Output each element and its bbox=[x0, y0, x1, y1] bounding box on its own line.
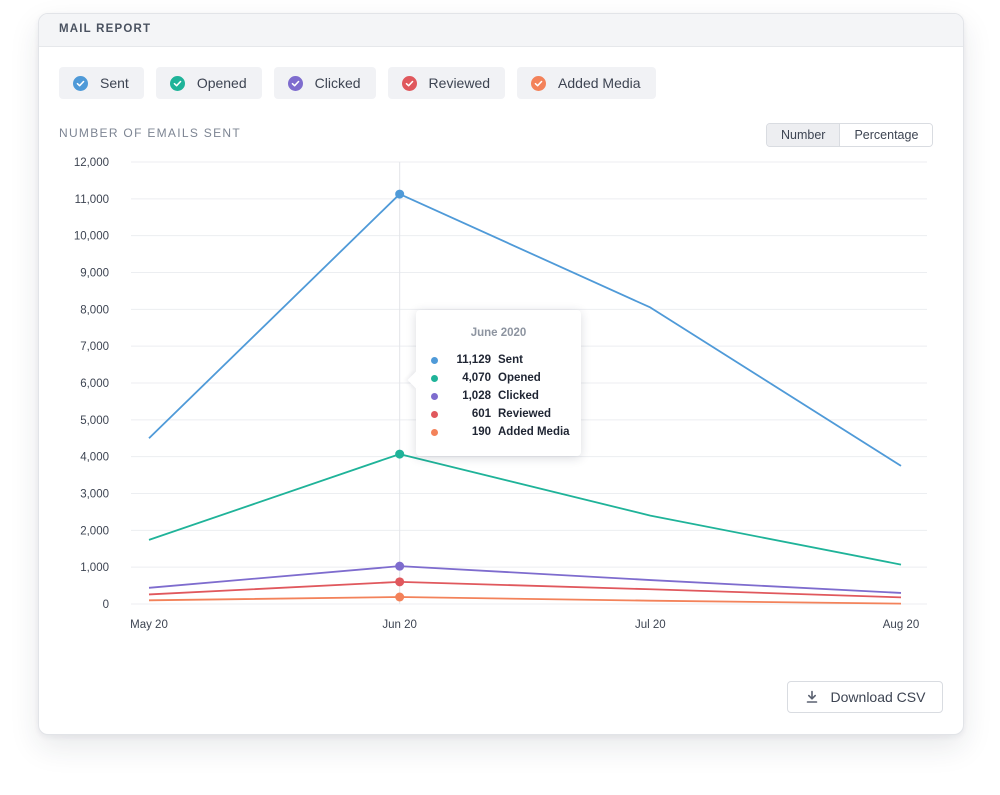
number-toggle-button[interactable]: Number bbox=[767, 124, 841, 146]
series-line-added-media bbox=[148, 596, 902, 605]
y-tick-label: 9,000 bbox=[80, 268, 109, 280]
legend-chip-clicked[interactable]: Clicked bbox=[273, 67, 376, 99]
legend: Sent Opened Clicked Reviewed Added Media bbox=[59, 67, 656, 99]
series-dot bbox=[431, 374, 438, 382]
check-circle-icon bbox=[401, 75, 417, 91]
download-label: Download CSV bbox=[830, 689, 926, 705]
y-tick-label: 12,000 bbox=[74, 157, 109, 169]
y-tick-label: 5,000 bbox=[80, 415, 109, 427]
series-line-clicked bbox=[148, 565, 902, 594]
data-point-clicked bbox=[395, 561, 405, 571]
y-tick-label: 1,000 bbox=[80, 562, 109, 574]
chart-tooltip: June 2020 11,129 Sent 4,070 Opened 1,028… bbox=[407, 310, 581, 456]
series-line-reviewed bbox=[148, 580, 902, 599]
tooltip-value: 11,129 bbox=[456, 354, 491, 366]
tooltip-title: June 2020 bbox=[470, 327, 527, 339]
mail-report-card: MAIL REPORT Sent Opened Clicked Reviewed bbox=[38, 13, 964, 735]
tooltip-value: 1,028 bbox=[462, 390, 491, 402]
x-tick-label: Jul 20 bbox=[635, 619, 666, 631]
legend-chip-opened[interactable]: Opened bbox=[155, 67, 262, 99]
series-dot bbox=[431, 356, 438, 364]
tooltip-value: 190 bbox=[471, 426, 491, 438]
series-dot bbox=[431, 410, 438, 418]
y-tick-label: 8,000 bbox=[80, 304, 109, 316]
x-tick-label: Aug 20 bbox=[883, 619, 919, 631]
legend-label: Added Media bbox=[558, 75, 641, 91]
legend-label: Sent bbox=[100, 75, 129, 91]
tooltip-label: Clicked bbox=[498, 390, 539, 402]
legend-chip-sent[interactable]: Sent bbox=[59, 67, 144, 99]
series-line-sent bbox=[148, 193, 902, 467]
tooltip-label: Sent bbox=[498, 354, 523, 366]
data-point-reviewed bbox=[395, 577, 405, 587]
card-title: MAIL REPORT bbox=[59, 23, 152, 35]
check-circle-icon bbox=[73, 75, 88, 91]
series-line-opened bbox=[148, 453, 902, 566]
legend-chip-added-media[interactable]: Added Media bbox=[517, 67, 656, 99]
check-circle-icon bbox=[169, 75, 185, 91]
legend-label: Reviewed bbox=[428, 75, 491, 91]
series-dot bbox=[431, 392, 438, 400]
y-tick-label: 6,000 bbox=[80, 378, 109, 390]
series-dot bbox=[431, 428, 438, 436]
y-tick-label: 4,000 bbox=[80, 452, 109, 464]
y-tick-label: 0 bbox=[103, 599, 109, 611]
x-tick-label: May 20 bbox=[130, 619, 168, 631]
percentage-toggle-button[interactable]: Percentage bbox=[840, 124, 933, 146]
download-csv-button[interactable]: Download CSV bbox=[787, 681, 943, 713]
tooltip-row-reviewed: 601 Reviewed bbox=[431, 406, 551, 422]
tooltip-label: Reviewed bbox=[498, 408, 552, 420]
download-icon bbox=[805, 690, 819, 704]
tooltip-row-clicked: 1,028 Clicked bbox=[431, 388, 539, 404]
y-tick-label: 7,000 bbox=[80, 341, 109, 353]
tooltip-value: 4,070 bbox=[462, 372, 491, 384]
card-header: MAIL REPORT bbox=[39, 14, 963, 47]
chart-title: NUMBER OF EMAILS SENT bbox=[59, 126, 241, 140]
tooltip-value: 601 bbox=[471, 408, 491, 420]
legend-label: Clicked bbox=[314, 75, 361, 91]
y-tick-label: 2,000 bbox=[80, 525, 109, 537]
tooltip-row-added-media: 190 Added Media bbox=[431, 424, 570, 440]
data-point-added-media bbox=[395, 592, 405, 602]
tooltip-label: Opened bbox=[498, 372, 541, 384]
legend-chip-reviewed[interactable]: Reviewed bbox=[387, 67, 506, 99]
y-tick-label: 3,000 bbox=[80, 489, 109, 501]
legend-label: Opened bbox=[196, 75, 247, 91]
x-tick-label: Jun 20 bbox=[382, 619, 417, 631]
check-circle-icon bbox=[531, 75, 547, 91]
tooltip-label: Added Media bbox=[498, 426, 570, 438]
check-circle-icon bbox=[287, 75, 303, 91]
tooltip-row-opened: 4,070 Opened bbox=[431, 370, 541, 386]
y-tick-label: 10,000 bbox=[74, 231, 109, 243]
y-tick-label: 11,000 bbox=[75, 194, 109, 206]
line-chart: 0 1,000 2,000 3,000 4,000 5,000 6,000 7,000 8,00… bbox=[74, 157, 927, 631]
display-mode-toggle: Number Percentage bbox=[766, 123, 934, 147]
tooltip-row-sent: 11,129 Sent bbox=[431, 352, 523, 368]
data-point-opened bbox=[395, 449, 405, 459]
data-point-sent bbox=[395, 189, 405, 199]
